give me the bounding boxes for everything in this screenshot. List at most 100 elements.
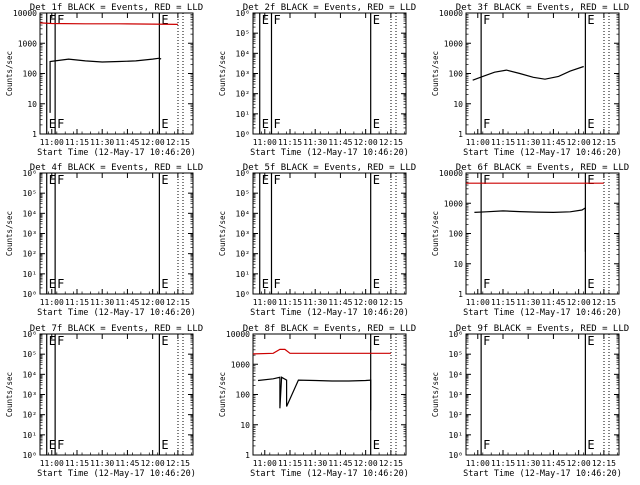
chart-title: Det 6f BLACK = Events, RED = LLD <box>456 163 629 173</box>
y-tick-label: 10000 <box>13 9 37 18</box>
x-tick-label: 11:30 <box>90 459 114 468</box>
x-tick-label: 11:30 <box>516 459 540 468</box>
event-marker-label: F <box>483 173 490 187</box>
event-marker-label: E <box>161 117 168 131</box>
y-tick-label: 10⁵ <box>449 350 463 359</box>
x-axis-label: Start Time (12-May-17 10:46:20) <box>37 469 196 479</box>
y-tick-label: 10⁴ <box>449 370 463 379</box>
chart-title: Det 9f BLACK = Events, RED = LLD <box>456 324 629 334</box>
chart-title: Det 5f BLACK = Events, RED = LLD <box>243 163 416 173</box>
event-marker-label: F <box>57 173 64 187</box>
x-tick-label: 12:15 <box>166 138 190 147</box>
y-tick-label: 10⁰ <box>236 290 250 299</box>
detector-panel: Det 5f BLACK = Events, RED = LLD 10⁰ 10¹ 10… <box>218 163 416 318</box>
x-axis-label: Start Time (12-May-17 10:46:20) <box>37 148 196 158</box>
x-tick-label: 11:15 <box>491 138 515 147</box>
event-marker-label: E <box>373 277 380 291</box>
event-marker-label: E <box>587 13 594 27</box>
plot-frame <box>465 333 620 456</box>
plot-frame <box>39 12 194 135</box>
event-marker-label: E <box>587 117 594 131</box>
x-tick-label: 12:00 <box>141 459 165 468</box>
x-tick-label: 11:30 <box>516 138 540 147</box>
x-tick-label: 11:30 <box>90 138 114 147</box>
y-tick-label: 10¹ <box>23 431 37 440</box>
x-tick-label: 11:45 <box>328 298 352 307</box>
y-tick-label: 100 <box>449 230 464 239</box>
y-tick-label: 1 <box>245 451 250 460</box>
y-axis-label: Counts/sec <box>431 372 440 417</box>
y-tick-label: 10² <box>23 411 37 420</box>
y-tick-label: 1000 <box>231 360 250 369</box>
event-marker-label: F <box>57 438 64 452</box>
x-tick-label: 11:45 <box>328 138 352 147</box>
chart-title: Det 1f BLACK = Events, RED = LLD <box>30 3 203 13</box>
event-marker-label: E <box>262 277 269 291</box>
y-tick-label: 10³ <box>23 391 37 400</box>
x-tick-label: 11:00 <box>466 459 490 468</box>
x-tick-label: 11:45 <box>541 138 565 147</box>
x-tick-label: 12:00 <box>141 138 165 147</box>
y-tick-label: 10⁰ <box>23 290 37 299</box>
x-tick-label: 11:15 <box>278 138 302 147</box>
x-tick-label: 12:00 <box>567 138 591 147</box>
event-marker-label: F <box>483 334 490 348</box>
plot-frame <box>252 172 407 295</box>
event-marker-label: F <box>273 277 280 291</box>
x-tick-label: 11:00 <box>466 138 490 147</box>
y-tick-label: 1000 <box>444 39 463 48</box>
y-tick-label: 10⁶ <box>449 330 463 339</box>
y-axis-label: Counts/sec <box>431 211 440 256</box>
x-tick-label: 11:45 <box>541 459 565 468</box>
y-tick-label: 10⁰ <box>449 451 463 460</box>
x-tick-label: 11:00 <box>40 298 64 307</box>
y-tick-label: 10¹ <box>236 110 250 119</box>
event-marker-label: F <box>483 13 490 27</box>
event-marker-label: E <box>161 334 168 348</box>
x-tick-label: 11:45 <box>115 298 139 307</box>
x-tick-label: 12:15 <box>379 138 403 147</box>
event-marker-label: E <box>587 277 594 291</box>
x-tick-label: 11:15 <box>491 298 515 307</box>
x-tick-label: 11:00 <box>253 138 277 147</box>
y-tick-label: 10⁴ <box>23 370 37 379</box>
x-tick-label: 12:00 <box>567 298 591 307</box>
x-tick-label: 12:15 <box>592 459 616 468</box>
x-axis-label: Start Time (12-May-17 10:46:20) <box>250 148 409 158</box>
plot-frame <box>465 12 620 135</box>
event-marker-label: E <box>161 277 168 291</box>
plot-frame <box>39 172 194 295</box>
events-series-line <box>257 376 372 411</box>
plot-frame <box>465 172 620 295</box>
detector-panel: Det 3f BLACK = Events, RED = LLD 1 10 100 10… <box>431 3 629 158</box>
event-marker-label: F <box>57 13 64 27</box>
y-tick-label: 10 <box>453 100 463 109</box>
event-marker-label: E <box>161 173 168 187</box>
y-tick-label: 10³ <box>236 230 250 239</box>
x-axis-label: Start Time (12-May-17 10:46:20) <box>250 308 409 318</box>
y-tick-label: 1 <box>458 130 463 139</box>
plot-frame <box>39 333 194 456</box>
y-tick-label: 100 <box>23 70 38 79</box>
x-tick-label: 11:15 <box>278 298 302 307</box>
x-axis-label: Start Time (12-May-17 10:46:20) <box>250 469 409 479</box>
y-tick-label: 10¹ <box>449 431 463 440</box>
y-tick-label: 10⁵ <box>23 350 37 359</box>
event-marker-label: E <box>49 117 56 131</box>
y-tick-label: 10² <box>449 411 463 420</box>
lld-series-line <box>252 348 391 355</box>
event-marker-label: F <box>483 277 490 291</box>
event-marker-label: E <box>49 438 56 452</box>
y-tick-label: 1 <box>458 290 463 299</box>
detector-panel: Det 1f BLACK = Events, RED = LLD 1 10 100 10… <box>5 3 203 158</box>
y-tick-label: 10¹ <box>236 270 250 279</box>
y-tick-label: 100 <box>236 391 251 400</box>
x-axis-label: Start Time (12-May-17 10:46:20) <box>463 308 622 318</box>
x-tick-label: 11:45 <box>115 138 139 147</box>
y-tick-label: 1000 <box>444 199 463 208</box>
event-marker-label: E <box>587 438 594 452</box>
x-tick-label: 11:00 <box>40 459 64 468</box>
event-marker-label: E <box>49 334 56 348</box>
x-tick-label: 12:00 <box>354 298 378 307</box>
